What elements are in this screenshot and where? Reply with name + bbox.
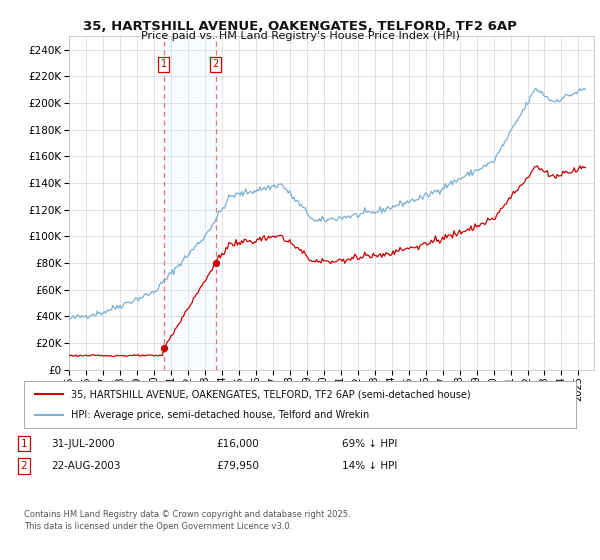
Text: £79,950: £79,950: [216, 461, 259, 471]
Text: 2: 2: [212, 59, 219, 69]
Text: HPI: Average price, semi-detached house, Telford and Wrekin: HPI: Average price, semi-detached house,…: [71, 410, 369, 420]
Bar: [164, 36, 215, 370]
Text: 2: 2: [20, 461, 28, 471]
Point: [211, 259, 220, 268]
Text: Contains HM Land Registry data © Crown copyright and database right 2025.
This d: Contains HM Land Registry data © Crown c…: [24, 510, 350, 531]
Text: Price paid vs. HM Land Registry's House Price Index (HPI): Price paid vs. HM Land Registry's House …: [140, 31, 460, 41]
Text: 22-AUG-2003: 22-AUG-2003: [51, 461, 121, 471]
Text: 69% ↓ HPI: 69% ↓ HPI: [342, 438, 397, 449]
Text: 31-JUL-2000: 31-JUL-2000: [51, 438, 115, 449]
Point: [159, 344, 169, 353]
Text: 35, HARTSHILL AVENUE, OAKENGATES, TELFORD, TF2 6AP (semi-detached house): 35, HARTSHILL AVENUE, OAKENGATES, TELFOR…: [71, 389, 470, 399]
Text: £16,000: £16,000: [216, 438, 259, 449]
Text: 14% ↓ HPI: 14% ↓ HPI: [342, 461, 397, 471]
Text: 1: 1: [20, 438, 28, 449]
Text: 35, HARTSHILL AVENUE, OAKENGATES, TELFORD, TF2 6AP: 35, HARTSHILL AVENUE, OAKENGATES, TELFOR…: [83, 20, 517, 32]
Text: 1: 1: [161, 59, 167, 69]
